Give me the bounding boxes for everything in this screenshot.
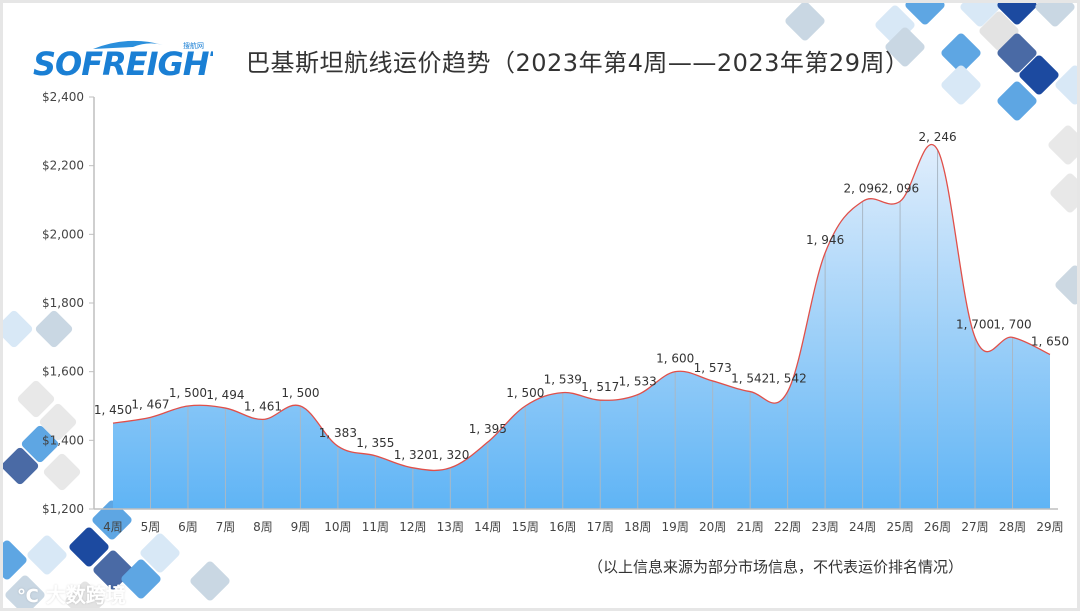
data-label: 1, 946 bbox=[806, 233, 844, 247]
data-label: 1, 461 bbox=[244, 399, 282, 413]
x-tick-label: 19周 bbox=[662, 520, 689, 534]
data-label: 1, 383 bbox=[319, 426, 357, 440]
x-tick-label: 8周 bbox=[253, 520, 273, 534]
decorative-tiles bbox=[3, 3, 1077, 608]
x-tick-label: 26周 bbox=[924, 520, 951, 534]
data-label: 1, 700 bbox=[993, 317, 1031, 331]
x-tick-label: 9周 bbox=[291, 520, 311, 534]
page-title: 巴基斯坦航线运价趋势（2023年第4周——2023年第29周） bbox=[246, 49, 910, 77]
data-label: 1, 494 bbox=[206, 388, 244, 402]
x-tick-label: 14周 bbox=[474, 520, 501, 534]
data-label: 1, 500 bbox=[169, 386, 207, 400]
x-tick-label: 10周 bbox=[324, 520, 351, 534]
x-tick-label: 12周 bbox=[399, 520, 426, 534]
x-tick-label: 5周 bbox=[141, 520, 161, 534]
watermark-text: 大数跨境 bbox=[45, 583, 126, 607]
drop-lines bbox=[149, 149, 1014, 509]
data-label: 1, 355 bbox=[356, 436, 394, 450]
y-tick-label: $1,200 bbox=[42, 502, 84, 516]
source-disclaimer: （以上信息来源为部分市场信息，不代表运价排名情况） bbox=[588, 558, 964, 576]
data-label: 1, 573 bbox=[694, 361, 732, 375]
x-tick-label: 22周 bbox=[774, 520, 801, 534]
data-label: 1, 539 bbox=[544, 373, 582, 387]
x-tick-label: 17周 bbox=[587, 520, 614, 534]
x-tick-label: 21周 bbox=[737, 520, 764, 534]
watermark-icon: ℃ bbox=[17, 586, 39, 607]
data-label: 1, 517 bbox=[581, 380, 619, 394]
x-tick-label: 24周 bbox=[849, 520, 876, 534]
data-label: 1, 450 bbox=[94, 403, 132, 417]
x-tick-label: 7周 bbox=[216, 520, 236, 534]
tile-pattern-left bbox=[3, 310, 81, 491]
data-label: 2, 246 bbox=[918, 130, 956, 144]
x-tick-label: 20周 bbox=[699, 520, 726, 534]
area-fill-path bbox=[113, 144, 1050, 510]
data-label: 1, 542 bbox=[731, 372, 769, 386]
x-tick-label: 4周 bbox=[103, 520, 123, 534]
x-tick-label: 27周 bbox=[961, 520, 988, 534]
data-label: 1, 395 bbox=[469, 422, 507, 436]
data-label: 1, 467 bbox=[131, 397, 169, 411]
data-label: 1, 320 bbox=[431, 448, 469, 462]
y-tick-label: $2,000 bbox=[42, 227, 84, 241]
data-label: 2, 096 bbox=[844, 181, 882, 195]
data-label: 1, 533 bbox=[619, 375, 657, 389]
data-label: 1, 650 bbox=[1031, 335, 1069, 349]
tile-pattern-top-right bbox=[785, 3, 1077, 305]
trend-line-path bbox=[112, 144, 1051, 472]
data-label: 2, 096 bbox=[881, 181, 919, 195]
svg-text:搜航网: 搜航网 bbox=[183, 41, 204, 50]
sofreight-logo: SOFREIGHT 搜航网 bbox=[33, 40, 213, 81]
x-tick-label: 6周 bbox=[178, 520, 198, 534]
x-tick-label: 13周 bbox=[437, 520, 464, 534]
y-tick-label: $1,600 bbox=[42, 365, 84, 379]
svg-text:SOFREIGHT: SOFREIGHT bbox=[33, 45, 213, 81]
x-axis-labels: 4周 5周 6周 7周 8周 9周 10周 11周 12周 13周 14周 15周 16周 17周 18周 1… bbox=[103, 520, 1063, 534]
data-label: 1, 600 bbox=[656, 352, 694, 366]
slide: SOFREIGHT 搜航网 巴基斯坦航线运价趋势（2023年第4周——2023年… bbox=[3, 3, 1077, 608]
x-tick-label: 15周 bbox=[512, 520, 539, 534]
data-label: 1, 320 bbox=[394, 448, 432, 462]
data-label: 1, 542 bbox=[769, 372, 807, 386]
y-axis-labels: $1,200 $1,400 $1,600 $1,800 $2,000 $2,200 $2,4… bbox=[42, 90, 94, 516]
y-tick-label: $2,400 bbox=[42, 90, 84, 104]
trend-line bbox=[112, 144, 1051, 472]
x-tick-label: 11周 bbox=[362, 520, 389, 534]
y-tick-label: $1,400 bbox=[42, 433, 84, 447]
y-tick-label: $2,200 bbox=[42, 159, 84, 173]
watermark-logo: ℃ 大数跨境 bbox=[17, 579, 126, 608]
y-tick-label: $1,800 bbox=[42, 296, 84, 310]
data-label: 1, 700 bbox=[956, 317, 994, 331]
x-tick-label: 23周 bbox=[811, 520, 838, 534]
freight-rate-area-chart: $1,200 $1,400 $1,600 $1,800 $2,000 $2,200 $2,4… bbox=[42, 90, 1069, 534]
x-tick-label: 28周 bbox=[999, 520, 1026, 534]
tile-pattern-bottom-left bbox=[3, 500, 230, 608]
data-label: 1, 500 bbox=[506, 386, 544, 400]
data-label: 1, 500 bbox=[281, 386, 319, 400]
x-tick-label: 25周 bbox=[886, 520, 913, 534]
x-tick-label: 16周 bbox=[549, 520, 576, 534]
x-tick-label: 18周 bbox=[624, 520, 651, 534]
x-tick-label: 29周 bbox=[1036, 520, 1063, 534]
area-fill bbox=[113, 144, 1050, 510]
